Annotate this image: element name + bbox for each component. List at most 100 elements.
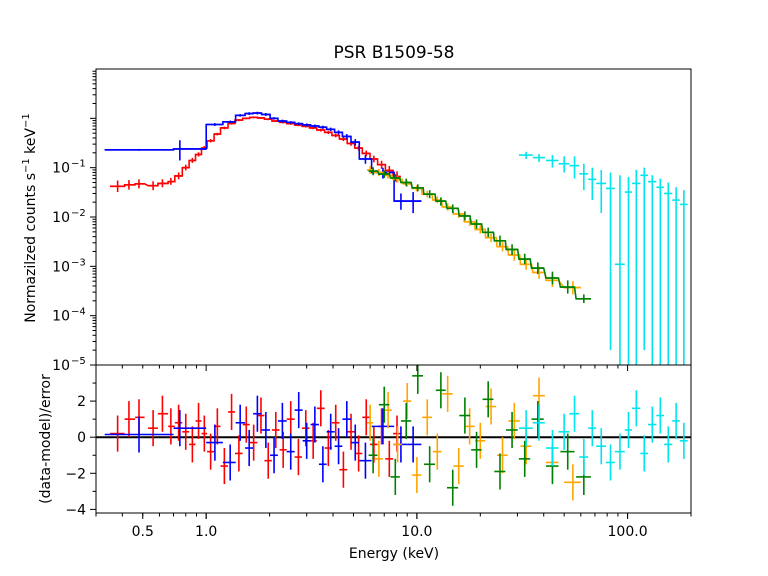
data-point-blue — [394, 193, 408, 210]
x-axis-label: Energy (keV) — [349, 546, 439, 562]
residual-point-cyan — [647, 406, 657, 443]
residual-point-red — [264, 442, 272, 479]
residual-point-orange — [496, 437, 508, 474]
residual-point-red — [294, 439, 303, 476]
data-point-red — [124, 180, 136, 190]
data-point-cyan — [632, 169, 641, 365]
residual-point-cyan — [545, 429, 559, 467]
data-point-blue — [206, 123, 223, 126]
residual-point-green — [368, 437, 378, 474]
data-point-green — [435, 197, 446, 206]
residual-point-red — [174, 404, 183, 441]
data-point-green — [459, 211, 471, 221]
residual-point-orange — [432, 433, 442, 470]
residual-point-orange — [384, 392, 392, 429]
data-point-cyan — [518, 151, 533, 159]
residual-point-red — [220, 448, 229, 485]
data-point-red — [331, 133, 340, 138]
x-axis: 0.5 1.0 10.0 100.0 — [95, 365, 692, 540]
residual-point-blue — [286, 433, 295, 470]
data-point-blue — [294, 122, 303, 126]
residual-point-blue — [235, 404, 246, 441]
residual-point-blue — [173, 410, 207, 447]
y-axis-label-top-sup2: −1 — [21, 113, 32, 128]
y-tick-label-top: 10 — [52, 309, 70, 325]
residual-point-blue — [326, 413, 335, 450]
data-point-cyan — [579, 163, 589, 191]
bottom-panel — [95, 364, 692, 514]
residual-point-red — [168, 408, 175, 445]
y-tick-label-top-base: 10 — [52, 259, 70, 275]
y-axis-bottom: 2 0 −2 −4 — [65, 382, 96, 518]
y-tick-label-top-base: 10 — [52, 210, 70, 226]
residual-point-cyan — [569, 395, 580, 432]
residual-point-orange — [392, 426, 403, 463]
y-tick-label-bottom: 0 — [77, 430, 86, 446]
residual-point-cyan — [664, 426, 673, 463]
data-point-orange — [367, 166, 374, 174]
data-point-cyan — [656, 178, 665, 365]
model-line-green — [368, 170, 591, 300]
data-point-blue — [351, 139, 360, 146]
data-point-orange — [464, 217, 475, 226]
residual-point-blue — [245, 429, 254, 467]
residual-point-cyan — [596, 428, 607, 465]
residual-point-red — [385, 440, 394, 477]
residual-point-blue — [351, 424, 360, 461]
data-point-green — [560, 280, 575, 294]
residual-point-orange — [422, 399, 433, 436]
y-tick-label-top-exp: −4 — [71, 307, 86, 318]
residual-point-green — [423, 446, 436, 483]
residual-point-green — [390, 458, 400, 495]
data-point-red — [189, 157, 196, 163]
data-point-red — [309, 126, 317, 130]
residual-point-blue — [342, 401, 352, 438]
data-point-cyan — [545, 155, 559, 168]
data-point-red — [339, 137, 348, 142]
data-point-cyan — [558, 156, 570, 173]
residual-point-green — [412, 365, 424, 394]
model-line-orange — [367, 169, 581, 289]
residual-point-blue — [359, 442, 372, 479]
residual-point-blue — [253, 395, 262, 432]
residual-point-cyan — [614, 433, 625, 470]
y-axis-label-top-sup1: −1 — [21, 158, 32, 173]
data-point-blue — [310, 124, 319, 128]
y-tick-label-top: 10 — [52, 161, 70, 177]
data-point-cyan — [640, 167, 648, 351]
series-green-residuals — [368, 365, 591, 506]
data-point-red — [242, 117, 250, 120]
residual-point-orange — [508, 402, 520, 439]
y-tick-label-top: 10 — [52, 210, 70, 226]
series-cyan-residuals — [518, 390, 688, 481]
residual-point-blue — [371, 408, 395, 445]
x-tick-label: 1.0 — [195, 524, 217, 540]
residual-point-red — [207, 433, 215, 470]
data-point-blue — [302, 123, 311, 127]
data-point-red — [148, 181, 158, 191]
residual-point-red — [257, 397, 265, 434]
data-point-cyan — [596, 169, 607, 214]
y-tick-label-top-exp: −2 — [71, 208, 86, 219]
series-red-residuals — [110, 390, 401, 488]
data-point-red — [182, 164, 190, 171]
residual-point-blue — [206, 424, 223, 461]
residual-point-blue — [302, 422, 311, 459]
y-axis-label-top: Normazilzed counts s−1 keV−1 — [21, 113, 39, 322]
residual-point-cyan — [624, 411, 633, 449]
residual-point-green — [471, 431, 482, 468]
data-point-blue — [235, 114, 246, 117]
residual-point-cyan — [632, 390, 641, 427]
data-point-green — [390, 174, 400, 182]
series-blue-residuals — [104, 392, 422, 483]
residual-point-green — [494, 453, 506, 490]
data-point-green — [518, 253, 531, 265]
residual-point-red — [148, 410, 158, 447]
residual-point-cyan — [679, 422, 688, 459]
y-tick-label-top-exp: −1 — [71, 159, 86, 170]
data-point-green — [482, 227, 494, 238]
residual-point-red — [242, 406, 250, 443]
y-axis-top: 10−510−410−310−210−1 — [52, 70, 96, 374]
data-point-blue — [261, 113, 271, 116]
